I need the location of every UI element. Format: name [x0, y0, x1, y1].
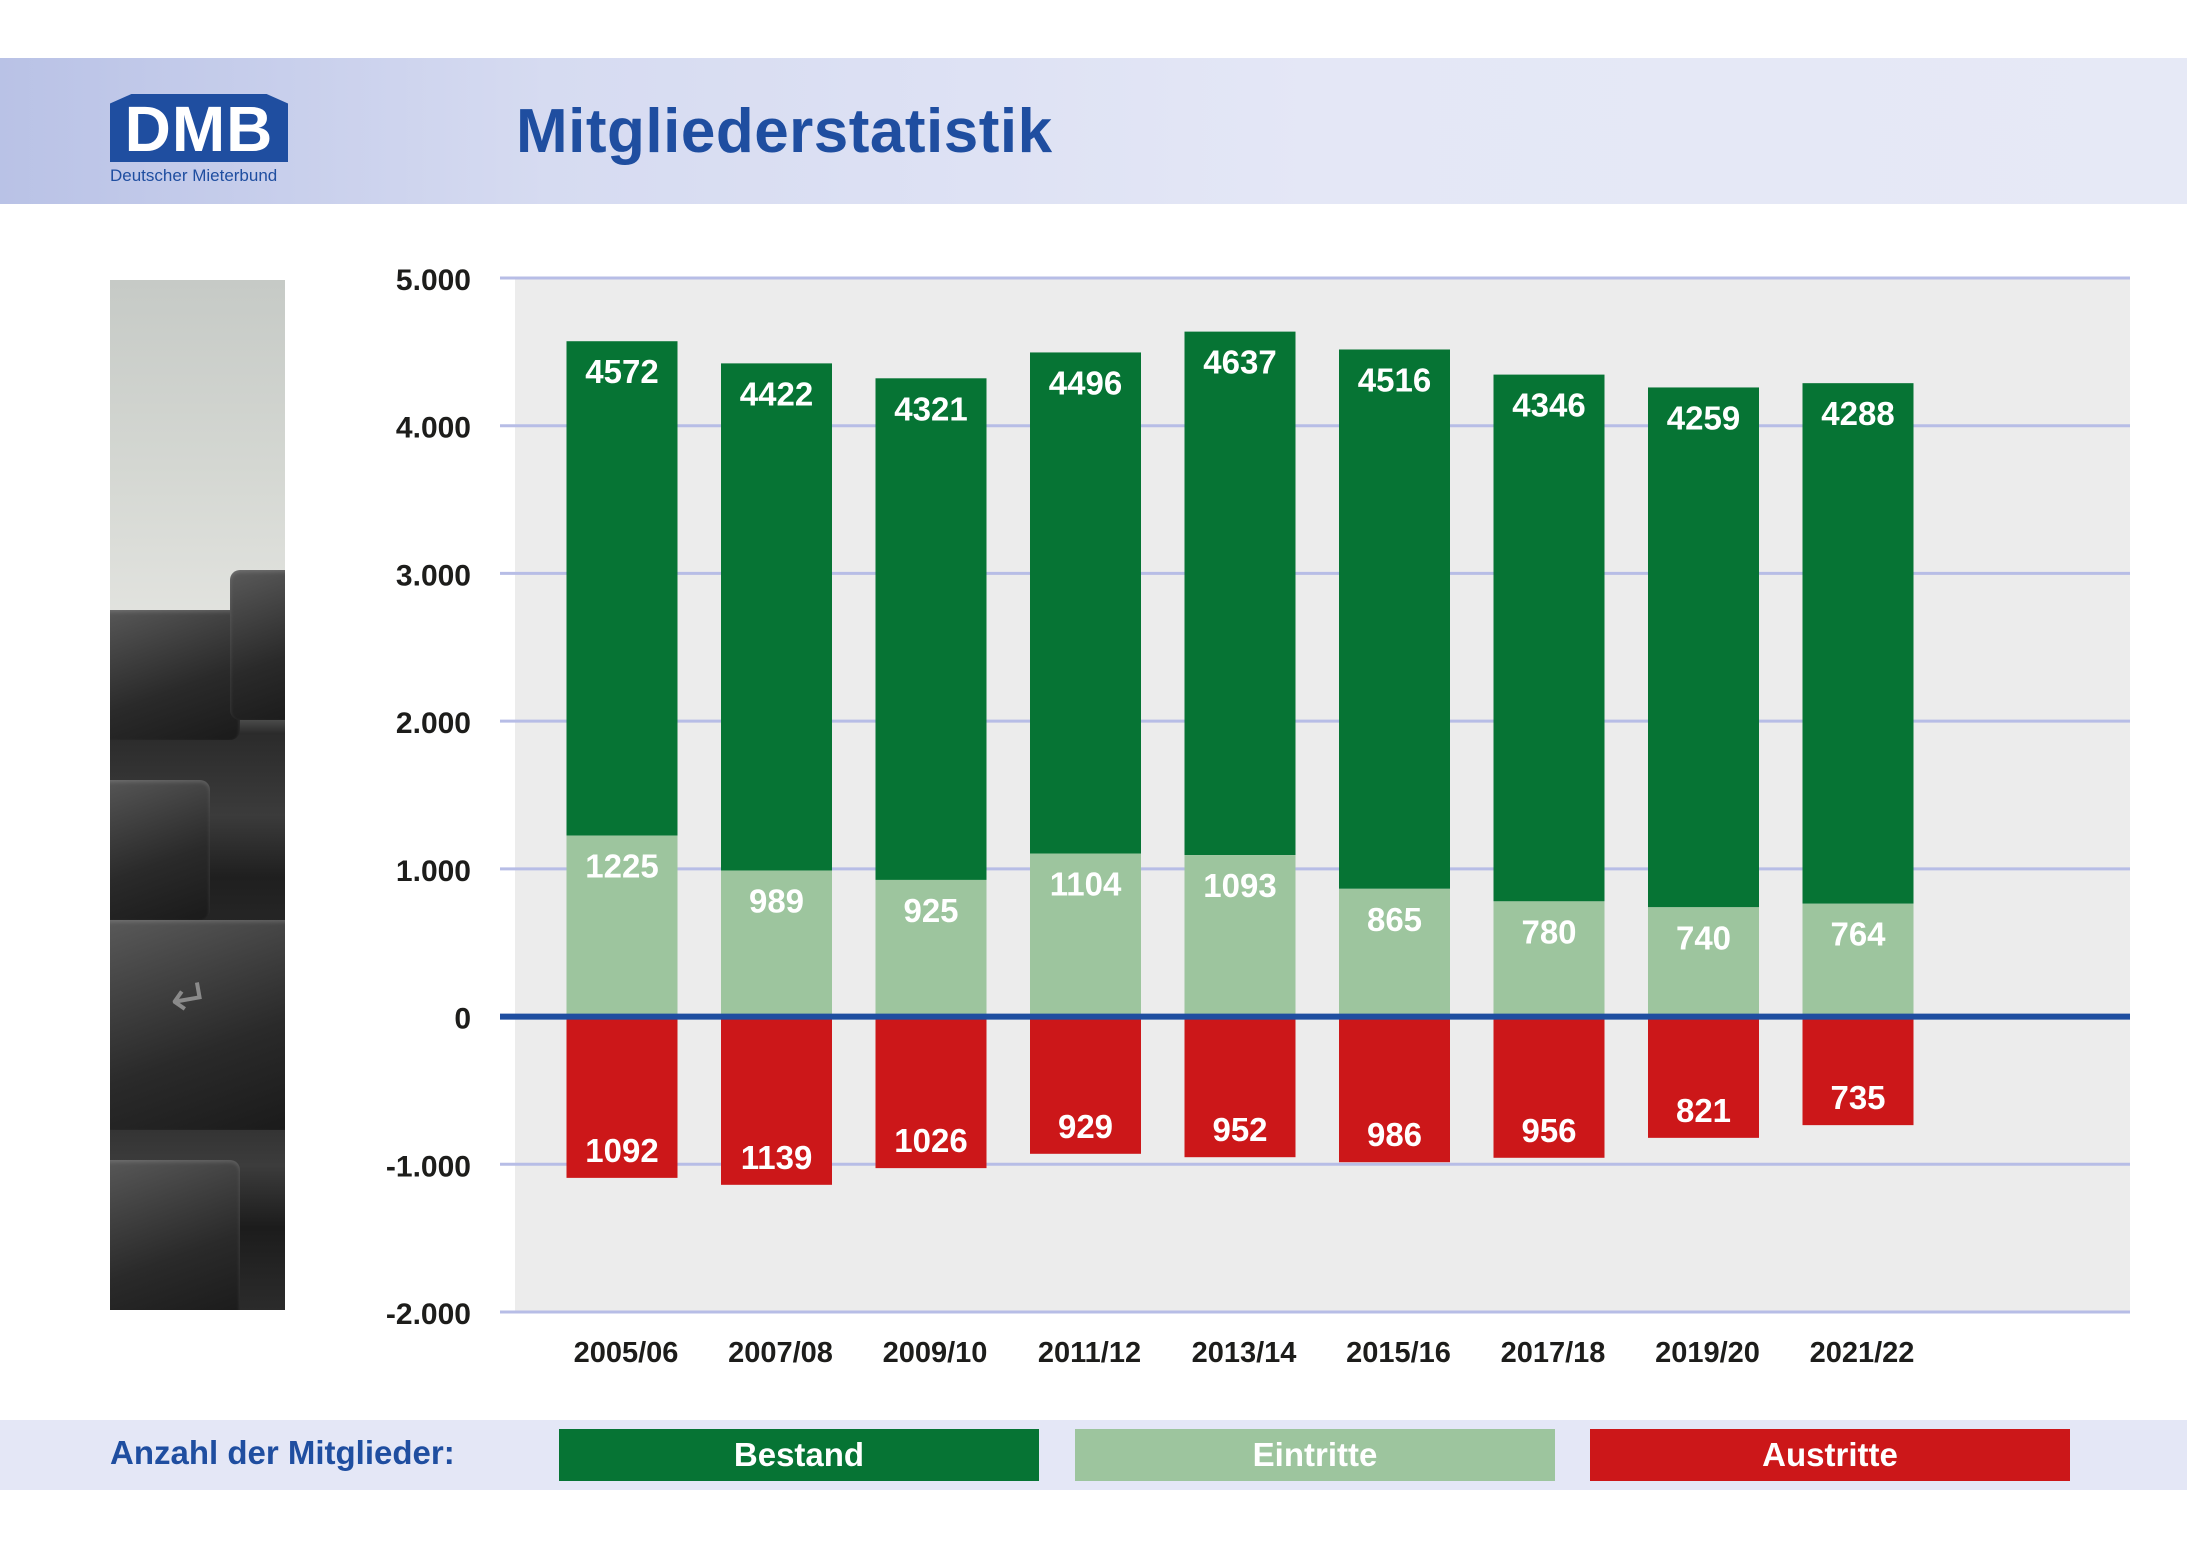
x-tick-label: 2011/12 [1038, 1337, 1141, 1369]
label-bestand: 4259 [1667, 399, 1740, 436]
x-tick-label: 2021/22 [1810, 1337, 1915, 1369]
label-eintritte: 764 [1830, 916, 1886, 953]
legend-item-bestand: Bestand [559, 1429, 1039, 1481]
label-bestand: 4637 [1203, 344, 1276, 381]
label-eintritte: 740 [1676, 919, 1731, 956]
bar-eintritte [566, 835, 678, 1017]
bar-bestand [721, 363, 832, 871]
logo-text: DMB [124, 93, 274, 165]
dmb-logo: DMB Deutscher Mieterbund [110, 94, 290, 190]
x-tick-label: 2017/18 [1501, 1337, 1606, 1369]
x-tick-label: 2019/20 [1655, 1337, 1760, 1369]
label-bestand: 4346 [1512, 387, 1585, 424]
bar-eintritte [875, 879, 987, 1017]
header-band [0, 58, 2187, 204]
label-austritte: 1026 [894, 1122, 967, 1159]
bar-austritte [1648, 1016, 1759, 1138]
bar-austritte [1184, 1016, 1296, 1158]
label-eintritte: 1104 [1050, 865, 1122, 902]
label-bestand: 4422 [740, 375, 813, 412]
label-austritte: 956 [1521, 1112, 1576, 1149]
bar-eintritte [1184, 855, 1296, 1017]
x-tick-label: 2009/10 [883, 1337, 988, 1369]
bar-bestand [1802, 383, 1914, 904]
x-tick-label: 2007/08 [728, 1337, 833, 1369]
label-austritte: 986 [1367, 1116, 1422, 1153]
legend-title: Anzahl der Mitglieder: [110, 1434, 455, 1471]
y-tick-label: 4.000 [396, 412, 471, 445]
label-bestand: 4572 [585, 353, 658, 390]
label-austritte: 735 [1830, 1079, 1885, 1116]
label-bestand: 4288 [1821, 395, 1894, 432]
label-eintritte: 925 [903, 892, 958, 929]
bar-bestand [1648, 387, 1759, 908]
bar-eintritte [1802, 903, 1914, 1017]
legend-item-austritte: Austritte [1590, 1429, 2070, 1481]
bar-bestand [1184, 331, 1296, 856]
keyboard-photo: ↵ [110, 280, 285, 1310]
logo-subtitle: Deutscher Mieterbund [110, 166, 278, 185]
label-eintritte: 1093 [1203, 867, 1276, 904]
label-bestand: 4496 [1049, 364, 1122, 401]
label-austritte: 821 [1676, 1092, 1731, 1129]
label-austritte: 929 [1058, 1108, 1113, 1145]
bar-eintritte [1339, 888, 1450, 1017]
bar-eintritte [1030, 853, 1141, 1017]
label-bestand: 4321 [894, 390, 967, 427]
membership-chart: 5.000 4.000 3.000 2.000 1.000 0 -1.000 -2.000 45… [386, 264, 2130, 1369]
y-tick-label: 2.000 [396, 707, 471, 740]
label-bestand: 4516 [1358, 361, 1431, 398]
y-tick-label: 5.000 [396, 264, 471, 297]
label-eintritte: 1225 [585, 848, 658, 885]
bar-bestand [1493, 374, 1605, 902]
bar-eintritte [1648, 907, 1759, 1017]
bar-austritte [1339, 1016, 1450, 1163]
bar-austritte [1802, 1016, 1914, 1126]
label-eintritte: 865 [1367, 901, 1422, 938]
y-tick-label: -1.000 [386, 1150, 471, 1183]
y-tick-label: -2.000 [386, 1298, 471, 1331]
y-tick-label: 1.000 [396, 855, 471, 888]
label-eintritte: 780 [1521, 913, 1576, 950]
label-austritte: 1139 [741, 1139, 813, 1176]
bar-austritte [1030, 1016, 1141, 1154]
legend-item-eintritte: Eintritte [1075, 1429, 1555, 1481]
bar-eintritte [721, 870, 832, 1017]
bar-bestand [566, 341, 678, 836]
bar-bestand [875, 378, 987, 880]
y-tick-label: 0 [454, 1003, 471, 1036]
label-austritte: 1092 [585, 1132, 658, 1169]
label-eintritte: 989 [749, 882, 804, 919]
bar-bestand [1339, 349, 1450, 889]
y-tick-label: 3.000 [396, 559, 471, 592]
bar-eintritte [1493, 901, 1605, 1017]
bar-austritte [721, 1016, 832, 1185]
bar-austritte [566, 1016, 678, 1178]
x-tick-label: 2005/06 [574, 1337, 679, 1369]
logo-badge [110, 94, 288, 162]
bar-austritte [1493, 1016, 1605, 1158]
bar-austritte [875, 1016, 987, 1169]
x-tick-label: 2015/16 [1346, 1337, 1451, 1369]
label-austritte: 952 [1212, 1111, 1267, 1148]
bar-bestand [1030, 352, 1141, 854]
x-tick-label: 2013/14 [1192, 1337, 1297, 1369]
page-title: Mitgliederstatistik [516, 97, 1053, 166]
